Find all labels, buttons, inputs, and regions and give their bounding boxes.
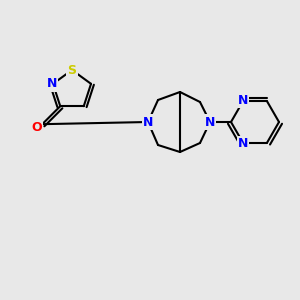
- Text: N: N: [238, 94, 248, 107]
- Text: N: N: [205, 116, 215, 128]
- Text: O: O: [31, 121, 42, 134]
- Text: N: N: [143, 116, 153, 128]
- Text: N: N: [238, 137, 248, 150]
- Text: S: S: [68, 64, 76, 76]
- Text: N: N: [47, 77, 57, 90]
